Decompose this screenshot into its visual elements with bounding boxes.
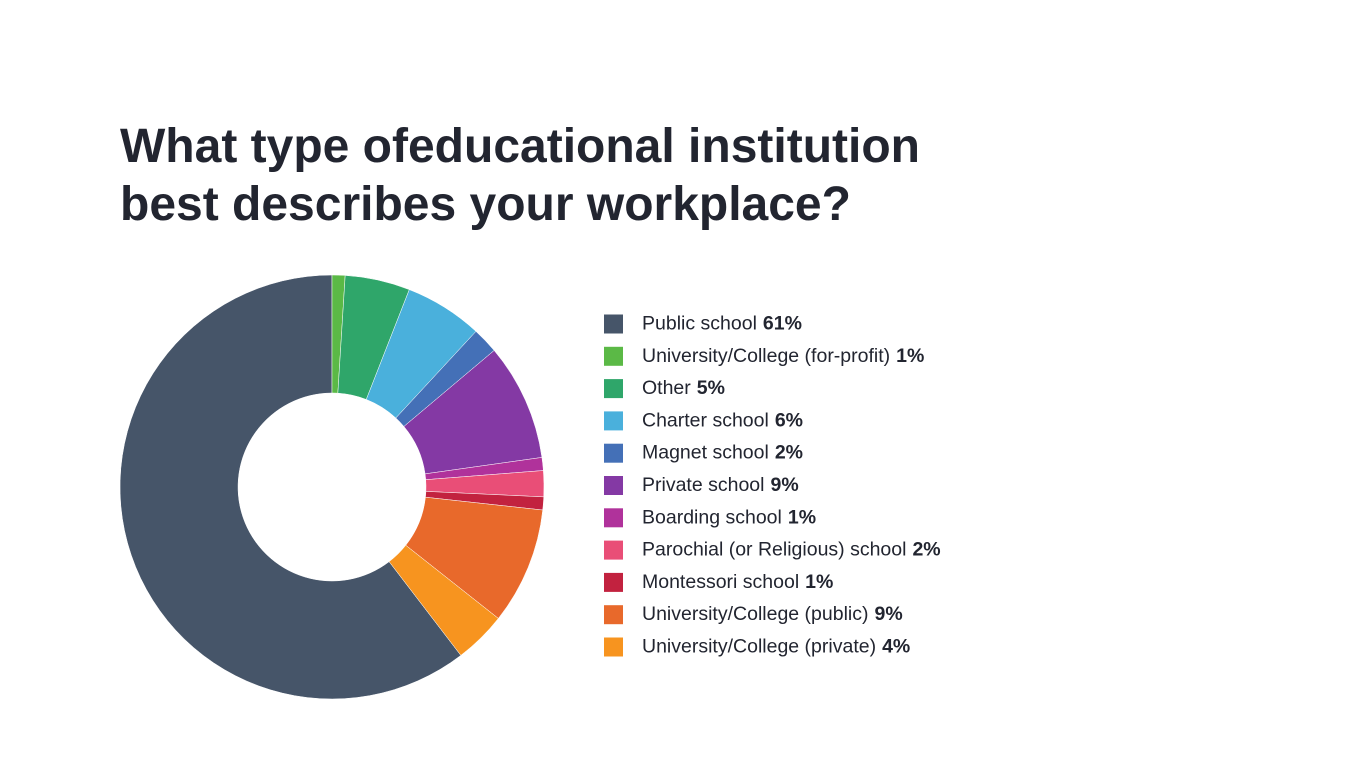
legend-label: Private school xyxy=(642,474,764,496)
legend-value: 9% xyxy=(875,603,903,625)
legend-entry: Other 5% xyxy=(642,377,725,399)
legend-value: 1% xyxy=(896,345,924,367)
legend-value: 6% xyxy=(775,410,803,432)
legend-entry: University/College (public) 9% xyxy=(642,603,903,625)
legend-value: 1% xyxy=(805,571,833,593)
legend-label: Charter school xyxy=(642,410,769,432)
legend-swatch xyxy=(604,572,623,592)
legend-entry: University/College (private) 4% xyxy=(642,636,910,658)
legend-entry: Magnet school 2% xyxy=(642,442,803,464)
legend-value: 4% xyxy=(882,636,910,658)
legend-swatch xyxy=(604,314,623,334)
legend-label: Public school xyxy=(642,313,757,335)
legend-label: University/College (private) xyxy=(642,636,876,658)
legend-value: 2% xyxy=(775,442,803,464)
legend-entry: Public school 61% xyxy=(642,313,802,335)
legend-entry: Boarding school 1% xyxy=(642,506,816,528)
legend-value: 61% xyxy=(763,313,802,335)
legend-entry: Private school 9% xyxy=(642,474,799,496)
legend-swatch xyxy=(604,476,623,495)
legend-entry: Parochial (or Religious) school 2% xyxy=(642,539,941,561)
legend-swatch xyxy=(604,637,623,657)
legend-label: Montessori school xyxy=(642,571,799,593)
legend-entry: Montessori school 1% xyxy=(642,571,833,593)
legend-label: Magnet school xyxy=(642,442,769,464)
legend-entry: University/College (for-profit) 1% xyxy=(642,345,924,367)
legend-label: Other xyxy=(642,377,691,399)
chart-title: best describes your workplace? xyxy=(120,178,851,231)
legend-swatch xyxy=(604,443,623,463)
donut-slice xyxy=(388,544,499,656)
legend-value: 1% xyxy=(788,506,816,528)
legend-value: 9% xyxy=(770,474,798,496)
legend-swatch xyxy=(604,540,623,560)
legend-label: Parochial (or Religious) school xyxy=(642,539,906,561)
legend-label: Boarding school xyxy=(642,506,782,528)
donut-slice xyxy=(119,274,462,700)
legend-swatch xyxy=(604,605,623,625)
legend-value: 2% xyxy=(912,539,940,561)
legend-value: 5% xyxy=(697,377,725,399)
legend-swatch xyxy=(604,346,623,366)
legend-swatch xyxy=(604,411,623,431)
chart-title: What type ofeducational institution xyxy=(120,120,920,173)
legend-label: University/College (public) xyxy=(642,603,869,625)
legend-entry: Charter school 6% xyxy=(642,410,803,432)
legend-swatch xyxy=(604,508,623,528)
legend-label: University/College (for-profit) xyxy=(642,345,890,367)
legend-swatch xyxy=(604,379,623,399)
